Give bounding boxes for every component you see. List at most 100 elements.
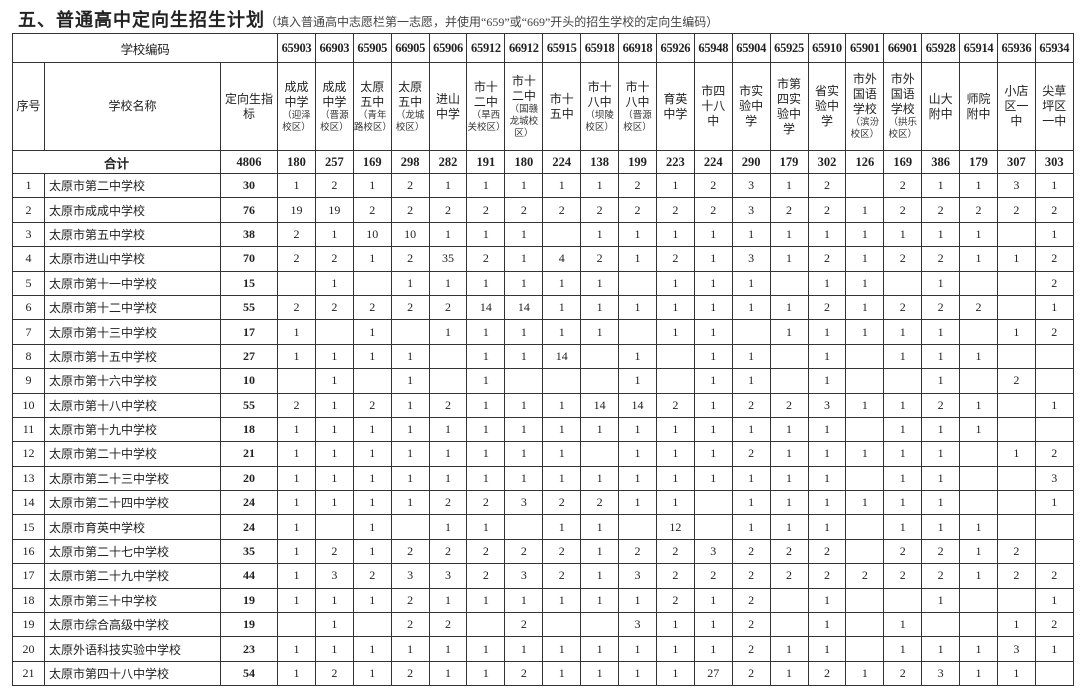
row-value: 2 bbox=[618, 538, 657, 565]
row-value: 1 bbox=[314, 490, 354, 516]
row-value: 2 bbox=[807, 660, 847, 687]
row-value: 1 bbox=[390, 416, 430, 443]
row-value: 1 bbox=[731, 294, 771, 321]
row-value: 2 bbox=[466, 538, 506, 565]
row-value: 1 bbox=[883, 514, 923, 540]
row-school-name: 太原市第五中学校 bbox=[44, 221, 221, 248]
column-total: 257 bbox=[314, 150, 354, 174]
row-quota: 21 bbox=[219, 441, 279, 467]
row-value: 1 bbox=[542, 319, 582, 345]
row-school-name: 太原市育英中学校 bbox=[44, 514, 221, 540]
target-school-name: 太原五中 bbox=[398, 79, 423, 109]
row-value bbox=[996, 392, 1036, 418]
row-value: 1 bbox=[1034, 392, 1074, 418]
row-value: 1 bbox=[428, 465, 468, 492]
row-value: 1 bbox=[390, 392, 430, 418]
row-value: 2 bbox=[655, 197, 695, 223]
row-value: 2 bbox=[883, 294, 923, 321]
row-quota: 15 bbox=[219, 270, 279, 296]
column-total: 169 bbox=[883, 150, 923, 174]
row-value: 1 bbox=[807, 612, 847, 638]
row-value: 1 bbox=[655, 221, 695, 248]
target-school-header: 山大附中 bbox=[921, 62, 961, 151]
row-value: 1 bbox=[542, 172, 582, 199]
row-value: 1 bbox=[845, 246, 885, 272]
row-quota: 20 bbox=[219, 465, 279, 492]
row-value: 2 bbox=[314, 172, 354, 199]
total-label: 合计 bbox=[12, 150, 221, 174]
row-value: 1 bbox=[314, 587, 354, 614]
row-no: 4 bbox=[12, 246, 45, 272]
row-quota: 19 bbox=[219, 612, 279, 638]
table-row: 15 太原市育英中学校 24 1 1 1 1 1 1 12 1 1 1 1 1 1 bbox=[12, 514, 1074, 540]
school-code: 65914 bbox=[959, 33, 998, 63]
row-value: 1 bbox=[352, 465, 392, 492]
table-row: 14 太原市第二十四中学校 24 1 1 1 1 2 2 3 2 2 1 1 1 1 1 1 1 1 1 bbox=[12, 490, 1074, 516]
school-name-row: 序号 学校名称 定向生指标 成成中学 （迎泽校区） 成成中学 （晋源校区） 太原五中 （青年路校… bbox=[12, 62, 1074, 151]
table-row: 19 太原市综合高级中学校 19 1 2 2 2 3 1 1 2 1 1 1 2 bbox=[12, 612, 1074, 638]
row-value: 1 bbox=[618, 416, 657, 443]
row-quota: 55 bbox=[219, 294, 279, 321]
row-value: 2 bbox=[352, 563, 392, 589]
row-value: 4 bbox=[542, 246, 582, 272]
row-value: 1 bbox=[996, 612, 1036, 638]
row-no: 11 bbox=[12, 416, 45, 443]
row-value bbox=[466, 612, 506, 638]
row-value bbox=[883, 270, 923, 296]
row-value: 1 bbox=[390, 490, 430, 516]
row-value: 2 bbox=[731, 660, 771, 687]
row-value: 1 bbox=[618, 343, 657, 370]
target-school-header: 进山中学 bbox=[428, 62, 468, 151]
column-total: 180 bbox=[504, 150, 544, 174]
row-value: 3 bbox=[618, 612, 657, 638]
target-school-name: 育英中学 bbox=[663, 91, 688, 121]
row-value: 1 bbox=[921, 319, 961, 345]
column-total: 224 bbox=[693, 150, 733, 174]
row-value: 1 bbox=[655, 636, 695, 662]
column-total: 303 bbox=[1034, 150, 1074, 174]
row-value: 1 bbox=[769, 416, 809, 443]
row-value: 1 bbox=[693, 612, 733, 638]
row-school-name: 太原市第十六中学校 bbox=[44, 368, 221, 394]
row-value: 1 bbox=[390, 441, 430, 467]
row-value bbox=[996, 465, 1036, 492]
row-value: 1 bbox=[314, 441, 354, 467]
page-title: 五、普通高中定向生招生计划（填入普通高中志愿栏第一志愿，并使用“659”或“66… bbox=[18, 6, 718, 30]
row-value: 1 bbox=[428, 660, 468, 687]
row-value: 1 bbox=[959, 636, 998, 662]
school-code: 65915 bbox=[542, 33, 582, 63]
target-school-header: 省实验中学 bbox=[807, 62, 847, 151]
row-value: 2 bbox=[693, 172, 733, 199]
row-value: 3 bbox=[504, 490, 544, 516]
row-value: 1 bbox=[277, 514, 316, 540]
row-value: 1 bbox=[845, 221, 885, 248]
row-value: 1 bbox=[580, 514, 620, 540]
row-value: 2 bbox=[731, 612, 771, 638]
table-row: 18 太原市第三十中学校 19 1 1 1 2 1 1 1 1 1 1 2 1 2 1 1 1 bbox=[12, 587, 1074, 614]
row-value: 10 bbox=[352, 221, 392, 248]
target-school-header: 小店区一中 bbox=[996, 62, 1036, 151]
row-value: 1 bbox=[807, 465, 847, 492]
row-value bbox=[352, 368, 392, 394]
row-value: 3 bbox=[618, 563, 657, 589]
school-code: 65904 bbox=[731, 33, 771, 63]
title-main: 五、普通高中定向生招生计划 bbox=[18, 10, 265, 30]
row-value: 1 bbox=[466, 270, 506, 296]
row-value: 1 bbox=[504, 441, 544, 467]
row-value: 1 bbox=[352, 319, 392, 345]
target-school-name: 太原五中 bbox=[360, 79, 385, 109]
target-school-name: 尖草坪区一中 bbox=[1042, 84, 1067, 128]
row-value: 1 bbox=[769, 319, 809, 345]
table-row: 13 太原市第二十三中学校 20 1 1 1 1 1 1 1 1 1 1 1 1 1 1 1 1 1 3 bbox=[12, 465, 1074, 492]
school-code: 65912 bbox=[466, 33, 506, 63]
row-quota: 55 bbox=[219, 392, 279, 418]
target-school-name: 小店区一中 bbox=[1004, 84, 1029, 128]
row-value: 2 bbox=[921, 246, 961, 272]
row-value: 2 bbox=[883, 563, 923, 589]
target-school-campus: （晋源校区） bbox=[320, 110, 349, 133]
row-value: 1 bbox=[1034, 587, 1074, 614]
row-value: 14 bbox=[542, 343, 582, 370]
row-value: 1 bbox=[428, 441, 468, 467]
row-quota: 10 bbox=[219, 368, 279, 394]
row-value: 1 bbox=[807, 416, 847, 443]
